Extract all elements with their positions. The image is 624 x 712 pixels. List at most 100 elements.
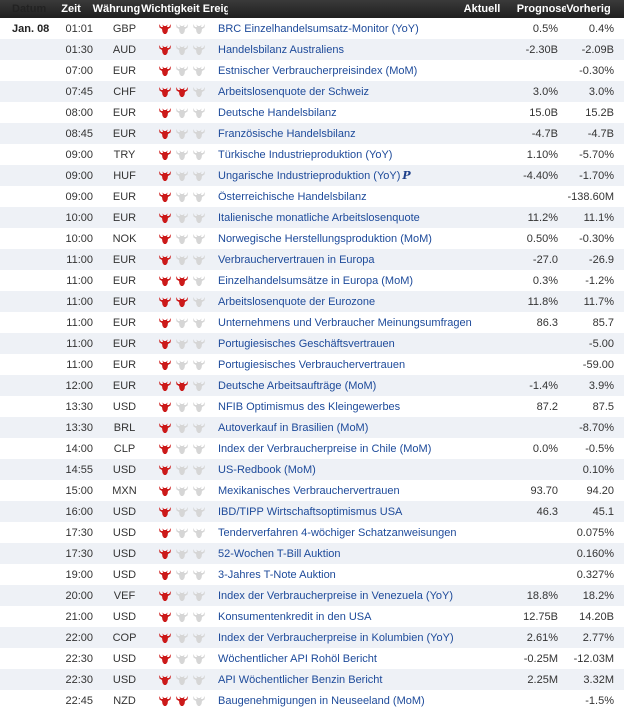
event-row[interactable]: 16:00 USD IBD/TIPP Wirtschaftsoptimismus U… [0, 501, 624, 522]
row-event-link[interactable]: Deutsche Arbeitsaufträge (MoM) [214, 380, 504, 392]
row-event-text[interactable]: Portugiesisches Geschäftsvertrauen [218, 337, 395, 350]
row-event-text[interactable]: Italienische monatliche Arbeitslosenquot… [218, 211, 420, 224]
row-event-link[interactable]: Österreichische Handelsbilanz [214, 191, 504, 203]
row-event-text[interactable]: BRC Einzelhandelsumsatz-Monitor (YoY) [218, 22, 419, 35]
event-row[interactable]: 21:00 USD Konsumentenkredit in den USA 12.7… [0, 606, 624, 627]
row-event-link[interactable]: Französische Handelsbilanz [214, 128, 504, 140]
row-event-link[interactable]: Estnischer Verbraucherpreisindex (MoM) [214, 65, 504, 77]
row-event-link[interactable]: Mexikanisches Verbrauchervertrauen [214, 485, 504, 497]
row-event-text[interactable]: Türkische Industrieproduktion (YoY) [218, 148, 393, 161]
row-event-text[interactable]: 52-Wochen T-Bill Auktion [218, 547, 341, 560]
event-row[interactable]: 17:30 USD Tenderverfahren 4-wöchiger Schat… [0, 522, 624, 543]
event-row[interactable]: 22:45 NZD Baugenehmigungen in Neuseeland (… [0, 690, 624, 711]
row-event-text[interactable]: API Wöchentlicher Benzin Bericht [218, 673, 383, 686]
row-event-link[interactable]: Wöchentlicher API Rohöl Bericht [214, 653, 504, 665]
row-event-link[interactable]: Arbeitslosenquote der Schweiz [214, 86, 504, 98]
row-event-link[interactable]: Konsumentenkredit in den USA [214, 611, 504, 623]
row-event-text[interactable]: US-Redbook (MoM) [218, 463, 316, 476]
event-row[interactable]: 10:00 EUR Italienische monatliche Arbeitsl… [0, 207, 624, 228]
row-event-link[interactable]: NFIB Optimismus des Kleingewerbes [214, 401, 504, 413]
row-event-text[interactable]: Portugiesisches Verbrauchervertrauen [218, 358, 406, 371]
row-event-link[interactable]: IBD/TIPP Wirtschaftsoptimismus USA [214, 506, 504, 518]
row-event-text[interactable]: Deutsche Handelsbilanz [218, 106, 337, 119]
row-event-link[interactable]: Baugenehmigungen in Neuseeland (MoM) [214, 695, 504, 707]
event-row[interactable]: 09:00 TRY Türkische Industrieproduktion (Y… [0, 144, 624, 165]
row-event-text[interactable]: Handelsbilanz Australiens [218, 43, 344, 56]
row-event-text[interactable]: Verbrauchervertrauen in Europa [218, 253, 375, 266]
row-event-link[interactable]: 52-Wochen T-Bill Auktion [214, 548, 504, 560]
event-row[interactable]: 01:30 AUD Handelsbilanz Australiens -2.30B -… [0, 39, 624, 60]
event-row[interactable]: 11:00 EUR Unternehmens und Verbraucher Mei… [0, 312, 624, 333]
header-date[interactable]: Datum [12, 3, 47, 15]
row-event-link[interactable]: Arbeitslosenquote der Eurozone [214, 296, 504, 308]
event-row[interactable]: 10:00 NOK Norwegische Herstellungsprodukti… [0, 228, 624, 249]
event-row[interactable]: 11:00 EUR Portugiesisches Geschäftsvertrau… [0, 333, 624, 354]
row-event-text[interactable]: NFIB Optimismus des Kleingewerbes [218, 400, 401, 413]
event-row[interactable]: 12:00 EUR Deutsche Arbeitsaufträge (MoM) -1… [0, 375, 624, 396]
header-actual[interactable]: Aktuell [463, 3, 501, 15]
row-event-link[interactable]: Index der Verbraucherpreise in Chile (Mo… [214, 443, 504, 455]
row-event-text[interactable]: Konsumentenkredit in den USA [218, 610, 372, 623]
row-event-text[interactable]: Norwegische Herstellungsproduktion (MoM) [218, 232, 432, 245]
row-event-text[interactable]: Index der Verbraucherpreise in Venezuela… [218, 589, 454, 602]
event-row[interactable]: 22:30 USD API Wöchentlicher Benzin Bericht… [0, 669, 624, 690]
event-row[interactable]: 11:00 EUR Arbeitslosenquote der Eurozone 11… [0, 291, 624, 312]
row-event-link[interactable]: Einzelhandelsumsätze in Europa (MoM) [214, 275, 504, 287]
event-row[interactable]: 15:00 MXN Mexikanisches Verbrauchervertrau… [0, 480, 624, 501]
header-time[interactable]: Zeit [61, 3, 81, 15]
row-event-text[interactable]: Estnischer Verbraucherpreisindex (MoM) [218, 64, 418, 77]
row-event-link[interactable]: US-Redbook (MoM) [214, 464, 504, 476]
event-row[interactable]: 19:00 USD 3-Jahres T-Note Auktion 0.327% [0, 564, 624, 585]
row-event-text[interactable]: Wöchentlicher API Rohöl Bericht [218, 652, 377, 665]
row-event-link[interactable]: Türkische Industrieproduktion (YoY) [214, 149, 504, 161]
header-previous[interactable]: Vorherig [566, 3, 611, 15]
event-row[interactable]: 13:30 USD NFIB Optimismus des Kleingewerbe… [0, 396, 624, 417]
event-row[interactable]: 20:00 VEF Index der Verbraucherpreise in V… [0, 585, 624, 606]
row-event-text[interactable]: Mexikanisches Verbrauchervertrauen [218, 484, 400, 497]
event-row[interactable]: 08:45 EUR Französische Handelsbilanz -4.7B -… [0, 123, 624, 144]
row-event-text[interactable]: Einzelhandelsumsätze in Europa (MoM) [218, 274, 414, 287]
header-importance[interactable]: Wichtigkeit Ereignis [141, 3, 228, 15]
row-event-link[interactable]: BRC Einzelhandelsumsatz-Monitor (YoY) [214, 23, 504, 35]
row-event-text[interactable]: Index der Verbraucherpreise in Kolumbien… [218, 631, 454, 644]
row-event-text[interactable]: Ungarische Industrieproduktion (YoY) [218, 170, 401, 182]
row-event-text[interactable]: Baugenehmigungen in Neuseeland (MoM) [218, 694, 425, 707]
row-event-link[interactable]: Index der Verbraucherpreise in Venezuela… [214, 590, 504, 602]
event-row[interactable]: 11:00 EUR Verbrauchervertrauen in Europa -2… [0, 249, 624, 270]
row-event-link[interactable]: Portugiesisches Geschäftsvertrauen [214, 338, 504, 350]
row-event-link[interactable]: Portugiesisches Verbrauchervertrauen [214, 359, 504, 371]
row-event-link[interactable]: Norwegische Herstellungsproduktion (MoM) [214, 233, 504, 245]
row-event-link[interactable]: Tenderverfahren 4-wöchiger Schatzanweisu… [214, 527, 504, 539]
row-event-link[interactable]: API Wöchentlicher Benzin Bericht [214, 674, 504, 686]
row-event-text[interactable]: Autoverkauf in Brasilien (MoM) [218, 421, 369, 434]
header-forecast[interactable]: Prognose [516, 3, 567, 15]
event-row[interactable]: 07:45 CHF Arbeitslosenquote der Schweiz 3.0… [0, 81, 624, 102]
row-event-text[interactable]: Deutsche Arbeitsaufträge (MoM) [218, 379, 377, 392]
row-event-link[interactable]: Verbrauchervertrauen in Europa [214, 254, 504, 266]
event-row[interactable]: 14:55 USD US-Redbook (MoM) 0.10% [0, 459, 624, 480]
row-event-text[interactable]: IBD/TIPP Wirtschaftsoptimismus USA [218, 505, 403, 518]
row-event-link[interactable]: Autoverkauf in Brasilien (MoM) [214, 422, 504, 434]
event-row[interactable]: 11:00 EUR Portugiesisches Verbrauchervertr… [0, 354, 624, 375]
event-row[interactable]: 08:00 EUR Deutsche Handelsbilanz 15.0B 15.2B [0, 102, 624, 123]
row-event-link[interactable]: Ungarische Industrieproduktion (YoY) P [214, 169, 504, 182]
event-row[interactable]: 13:30 BRL Autoverkauf in Brasilien (MoM) -8… [0, 417, 624, 438]
row-event-text[interactable]: Tenderverfahren 4-wöchiger Schatzanweisu… [218, 526, 457, 539]
event-row[interactable]: 11:00 EUR Einzelhandelsumsätze in Europa (… [0, 270, 624, 291]
event-row[interactable]: Jan. 08 01:01 GBP BRC Einzelhandelsumsatz-M… [0, 18, 624, 39]
row-event-link[interactable]: Italienische monatliche Arbeitslosenquot… [214, 212, 504, 224]
row-event-link[interactable]: 3-Jahres T-Note Auktion [214, 569, 504, 581]
row-event-text[interactable]: Österreichische Handelsbilanz [218, 190, 367, 203]
row-event-link[interactable]: Index der Verbraucherpreise in Kolumbien… [214, 632, 504, 644]
header-currency[interactable]: Währung [92, 3, 141, 15]
event-row[interactable]: 09:00 HUF Ungarische Industrieproduktion (… [0, 165, 624, 186]
event-row[interactable]: 22:00 COP Index der Verbraucherpreise in K… [0, 627, 624, 648]
event-row[interactable]: 22:30 USD Wöchentlicher API Rohöl Bericht -… [0, 648, 624, 669]
row-event-text[interactable]: Französische Handelsbilanz [218, 127, 356, 140]
row-event-link[interactable]: Handelsbilanz Australiens [214, 44, 504, 56]
row-event-text[interactable]: Index der Verbraucherpreise in Chile (Mo… [218, 442, 432, 455]
event-row[interactable]: 14:00 CLP Index der Verbraucherpreise in C… [0, 438, 624, 459]
row-event-text[interactable]: Unternehmens und Verbraucher Meinungsumf… [218, 316, 472, 329]
event-row[interactable]: 07:00 EUR Estnischer Verbraucherpreisindex… [0, 60, 624, 81]
row-event-link[interactable]: Unternehmens und Verbraucher Meinungsumf… [214, 317, 504, 329]
